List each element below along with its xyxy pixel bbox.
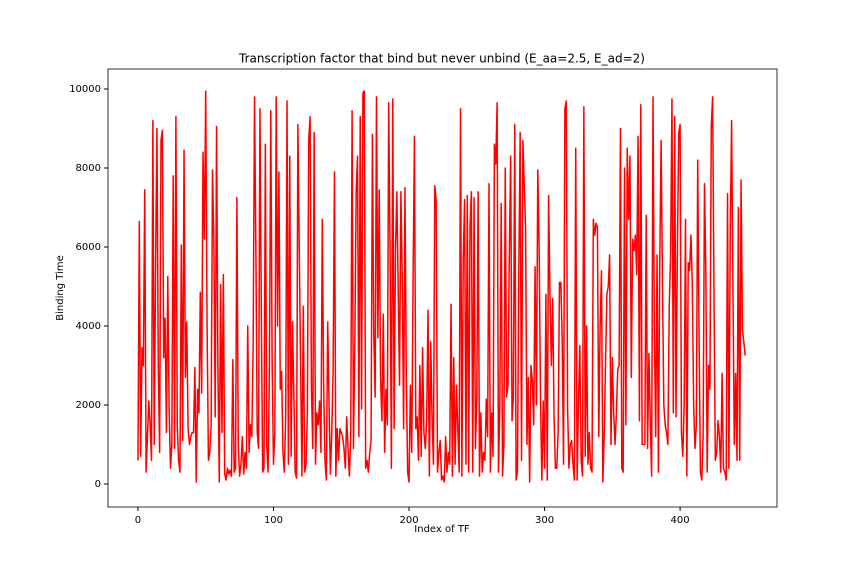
plot-frame [107, 68, 778, 508]
x-axis-label: Index of TF [414, 524, 470, 535]
x-tick-label: 100 [264, 515, 283, 526]
x-tick-label: 0 [135, 515, 141, 526]
chart-title: Transcription factor that bind but never… [238, 52, 645, 66]
y-tick-label: 6000 [76, 242, 101, 253]
x-tick-label: 300 [535, 515, 554, 526]
y-tick-label: 4000 [76, 321, 101, 332]
x-tick-label: 400 [671, 515, 690, 526]
y-axis-label: Binding Time [55, 255, 66, 320]
y-tick-label: 0 [95, 479, 101, 490]
y-tick-label: 2000 [76, 400, 101, 411]
data-line [137, 90, 746, 483]
x-tick-label: 200 [399, 515, 418, 526]
y-tick-label: 8000 [76, 163, 101, 174]
y-tick-label: 10000 [69, 84, 101, 95]
